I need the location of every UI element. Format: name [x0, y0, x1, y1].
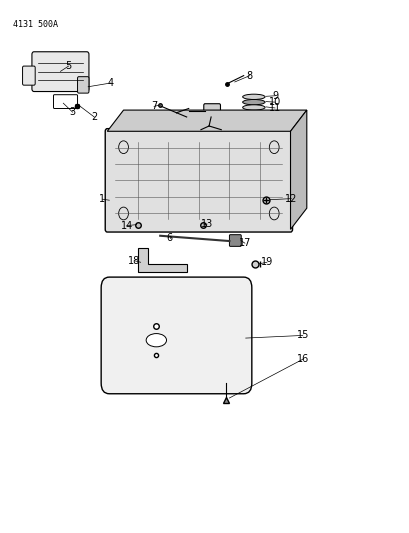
Ellipse shape — [242, 105, 265, 110]
Polygon shape — [137, 248, 186, 272]
FancyBboxPatch shape — [105, 128, 292, 232]
Text: 8: 8 — [246, 70, 252, 80]
Text: 4131 500A: 4131 500A — [13, 20, 58, 29]
Ellipse shape — [242, 94, 265, 100]
FancyBboxPatch shape — [54, 95, 77, 109]
Text: 15: 15 — [296, 330, 308, 341]
Text: 16: 16 — [296, 354, 308, 364]
FancyBboxPatch shape — [229, 235, 240, 246]
FancyBboxPatch shape — [203, 104, 220, 118]
Text: 13: 13 — [200, 219, 213, 229]
Text: 1: 1 — [99, 194, 105, 204]
Ellipse shape — [146, 334, 166, 347]
Text: 2: 2 — [91, 112, 97, 122]
FancyBboxPatch shape — [22, 66, 35, 85]
Text: 14: 14 — [120, 221, 133, 231]
FancyBboxPatch shape — [32, 52, 89, 92]
Text: 7: 7 — [151, 101, 157, 111]
Text: 4: 4 — [107, 78, 113, 88]
Text: 10: 10 — [268, 97, 281, 107]
FancyBboxPatch shape — [101, 277, 251, 394]
Text: 12: 12 — [284, 193, 297, 204]
FancyBboxPatch shape — [77, 77, 89, 93]
Text: 3: 3 — [70, 107, 76, 117]
Text: 6: 6 — [166, 233, 172, 244]
Text: 17: 17 — [238, 238, 250, 248]
Polygon shape — [107, 110, 306, 131]
Text: 9: 9 — [271, 91, 277, 101]
Text: 19: 19 — [260, 257, 272, 267]
Text: 18: 18 — [128, 256, 140, 265]
Text: 11: 11 — [268, 103, 281, 113]
Ellipse shape — [242, 100, 265, 105]
Polygon shape — [290, 110, 306, 229]
Text: 5: 5 — [65, 61, 72, 71]
